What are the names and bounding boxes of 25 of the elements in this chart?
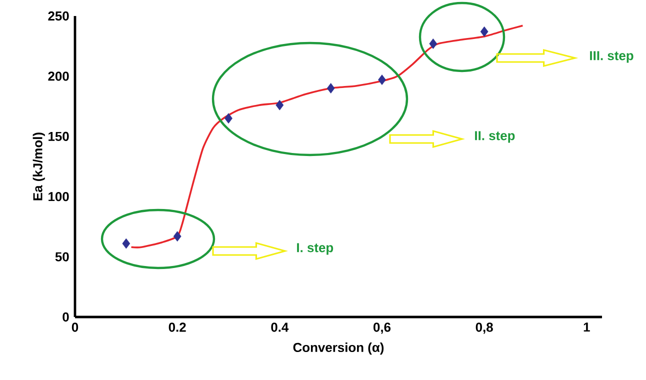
x-tick-label: 0,6 xyxy=(374,322,391,334)
point xyxy=(224,113,232,124)
x-axis-title: Conversion (α) xyxy=(293,342,384,355)
annotation: III. step xyxy=(590,51,634,63)
y-tick-label: 250 xyxy=(48,11,69,21)
y-tick-label: 100 xyxy=(48,192,69,202)
point xyxy=(276,100,284,110)
point xyxy=(429,38,438,49)
y-tick-label: 0 xyxy=(62,312,69,322)
y-tick-label: 200 xyxy=(48,72,69,81)
x-tick-label: 0.4 xyxy=(271,322,289,332)
annotation: II. step xyxy=(475,131,515,143)
point xyxy=(378,74,386,86)
x-tick-label: 0,8 xyxy=(476,322,493,334)
point xyxy=(326,83,335,94)
x-tick-label: 0.2 xyxy=(168,322,186,332)
annotation: I. step xyxy=(297,243,334,255)
y-axis-title: Ea (kJ/mol) xyxy=(32,132,45,200)
point xyxy=(480,26,488,37)
x-tick-label: 0 xyxy=(72,322,78,332)
y-tick-label: 50 xyxy=(55,252,69,262)
y-tick-label: 150 xyxy=(48,132,69,141)
x-tick-label: 1 xyxy=(584,322,590,332)
point xyxy=(173,231,182,242)
point xyxy=(122,238,130,249)
